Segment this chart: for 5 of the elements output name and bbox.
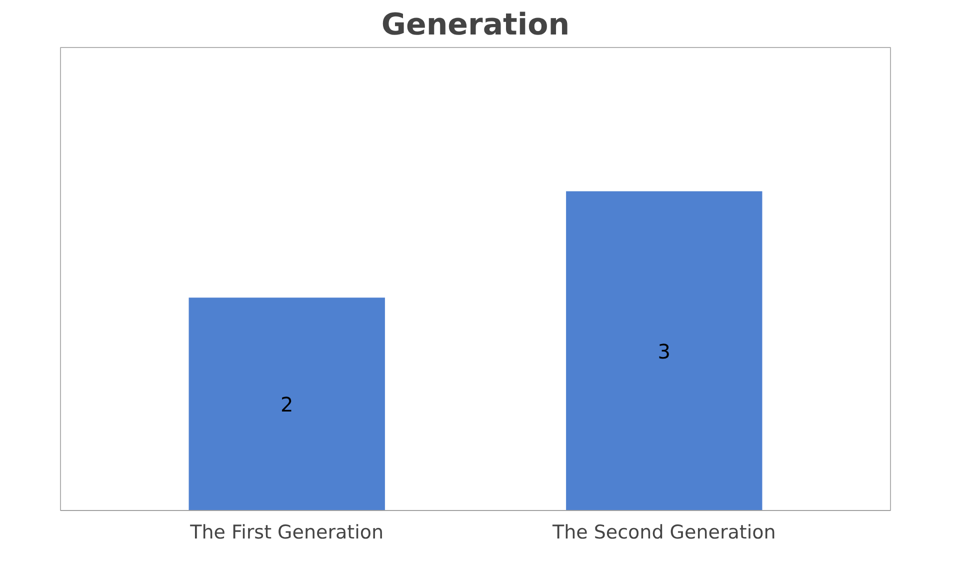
x-tick-label: The First Generation [189,522,384,544]
data-label: 2 [280,392,294,417]
chart-title: Generation [381,8,570,42]
x-tick-label: The Second Generation [551,522,776,544]
data-label: 3 [658,339,671,364]
